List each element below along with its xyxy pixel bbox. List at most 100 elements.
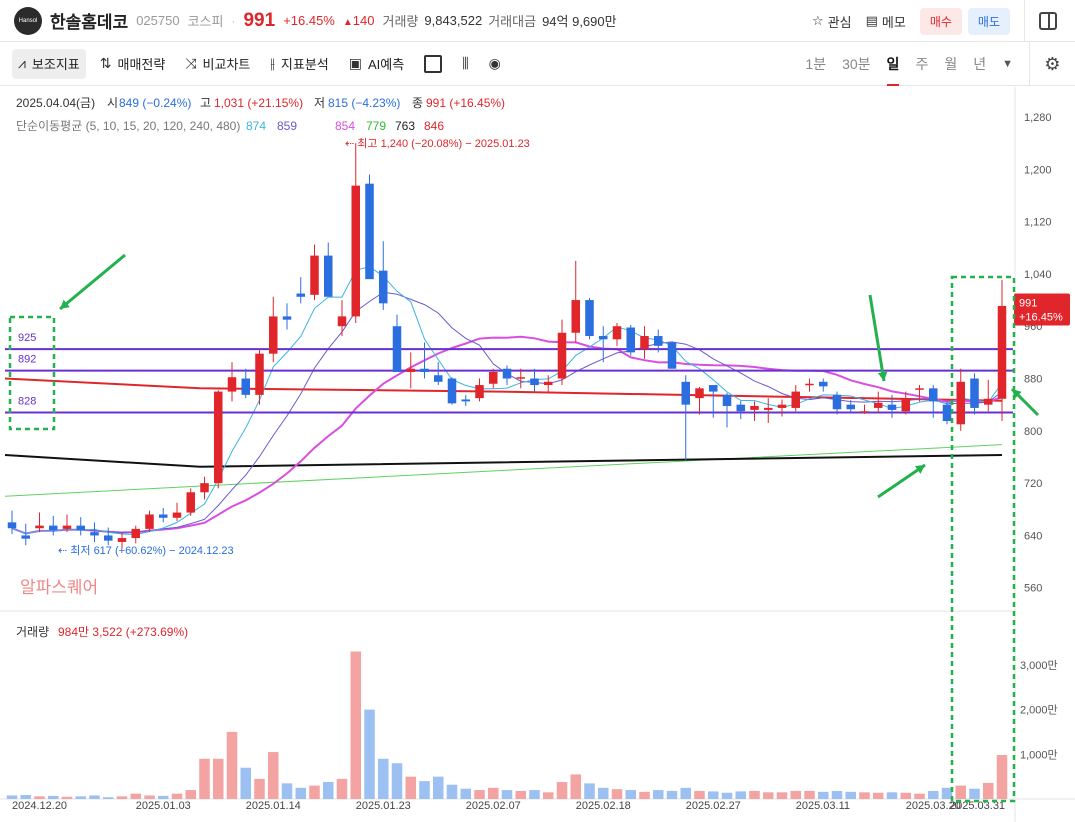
ma-label: 단순이동평균 (5, 10, 15, 20, 120, 240, 480) [16, 119, 240, 133]
volume-bar [597, 787, 609, 799]
gear-icon[interactable]: ⚙ [1029, 42, 1075, 86]
timeframe-month[interactable]: 월 [944, 56, 958, 72]
timeframe-day[interactable]: 일 [886, 42, 900, 86]
square-icon [424, 54, 443, 73]
chart-type-button[interactable] [418, 49, 448, 79]
current-price: 991 [243, 9, 276, 31]
x-axis-label: 2025.02.07 [466, 800, 521, 812]
candle-body [186, 492, 196, 513]
volume-bar [982, 782, 994, 799]
candle-body [516, 377, 526, 379]
market-name: 코스피 [187, 14, 224, 29]
candle-body [612, 326, 622, 340]
volume-bar [116, 796, 128, 799]
shuffle-icon: ⤨ [185, 55, 197, 71]
low-label: 저 [314, 96, 325, 110]
volume-bar [61, 796, 73, 799]
volume-bar [666, 790, 678, 799]
ma-line-20 [11, 335, 1003, 535]
ai-forecast-button[interactable]: ▣ AI예측 [348, 55, 405, 72]
memo-button[interactable]: ▤ 메모 [865, 13, 906, 30]
volume-bar [900, 792, 912, 799]
timeframe-selector: 1분 30분 일 주 월 년 ▼ ⚙ [805, 42, 1075, 86]
price-chart[interactable]: 2025.04.04(금) 시 849 (−0.24%) 고 1,031 (+2… [0, 87, 1075, 822]
volume-bar [886, 792, 898, 799]
volume-bar [171, 793, 183, 799]
high-value: 1,031 (+21.15%) [214, 96, 303, 110]
candle-body [722, 394, 732, 406]
volume-bar [309, 785, 320, 799]
divider [1024, 0, 1025, 42]
volume-bar [969, 788, 980, 799]
volume-bar [157, 795, 169, 799]
candle-body [323, 255, 333, 297]
x-axis-label: 2025.02.18 [576, 800, 631, 812]
price-tick-label: 1,280 [1024, 112, 1052, 124]
volume-bar [377, 758, 389, 799]
volume-bar [130, 793, 142, 799]
timeframe-1min[interactable]: 1분 [805, 56, 827, 72]
candle-body [708, 385, 718, 392]
candle-body [378, 270, 388, 304]
info-line: 2025.04.04(금) 시 849 (−0.24%) 고 1,031 (+2… [16, 96, 505, 133]
ma-value-480: 846 [424, 119, 444, 133]
volume-bar [680, 787, 692, 799]
candle-body [901, 398, 911, 412]
current-price-box [1014, 293, 1070, 326]
candle-body [763, 407, 773, 410]
volume-bar [419, 781, 430, 799]
timeframe-year[interactable]: 년 [973, 56, 987, 72]
volume-bar [694, 790, 705, 799]
candle-type-button[interactable]: ⫼ [456, 49, 474, 79]
sell-button[interactable]: 매도 [967, 7, 1010, 35]
amount-label: 거래대금 [488, 14, 537, 29]
volume-bar [542, 792, 554, 799]
separator-dot: · [231, 13, 236, 28]
volume-bar [212, 758, 224, 799]
analysis-button[interactable]: ⫲ 지표분석 [270, 55, 329, 72]
annotation-arrow-up-head [915, 465, 925, 474]
volume-bar [790, 790, 802, 799]
chevron-down-icon[interactable]: ▼ [1002, 58, 1013, 70]
chart-marks: 1,2801,2001,1201,0409608808007206405603,… [0, 87, 1075, 822]
candle-body [791, 391, 801, 408]
candle-body [475, 385, 484, 399]
volume-bar [254, 778, 265, 799]
volume-bar [322, 782, 334, 799]
x-axis-label: 2025.03.31 [950, 800, 1005, 812]
strategy-button[interactable]: ⇅ 매매전략 [99, 55, 166, 72]
ai-chip-icon: ▣ [348, 55, 362, 71]
volume-bar [611, 789, 623, 799]
candle-body [956, 381, 966, 425]
price-tick-label: 720 [1024, 478, 1042, 490]
candle-body [626, 327, 636, 353]
volume-bar [639, 791, 650, 799]
level-annotation-box [8, 315, 56, 431]
candle-body [406, 368, 416, 372]
candle-body [7, 522, 17, 529]
candle-body [530, 378, 539, 386]
compare-button[interactable]: ⤨ 비교차트 [185, 55, 251, 72]
stock-code: 025750 [136, 13, 180, 28]
x-axis-label: 2025.03.20 [906, 800, 961, 812]
timeframe-week[interactable]: 주 [915, 56, 929, 72]
stock-name: 한솔홈데코 [50, 13, 129, 32]
annotation-arrow-left-head [60, 299, 70, 309]
candle-body [351, 185, 361, 317]
level-label: 925 [18, 332, 36, 344]
candle-body [873, 402, 883, 408]
volume-bar [185, 790, 197, 799]
volume-bar [721, 792, 733, 799]
watchlist-button[interactable]: ☆ 관심 [812, 13, 852, 30]
indicator-button[interactable]: ⩘ 보조지표 [12, 48, 86, 79]
volume-tick-label: 1,000만 [1020, 748, 1058, 761]
ma-value-5: 874 [246, 119, 266, 133]
screenshot-button[interactable]: ◉ [483, 49, 507, 79]
timeframe-30min[interactable]: 30분 [842, 56, 871, 72]
candle-body [145, 514, 154, 529]
volume-bar [584, 783, 595, 799]
panel-toggle-icon[interactable] [1039, 12, 1057, 30]
buy-button[interactable]: 매수 [919, 7, 962, 35]
candle-body [337, 316, 347, 327]
candle-body [48, 525, 58, 531]
